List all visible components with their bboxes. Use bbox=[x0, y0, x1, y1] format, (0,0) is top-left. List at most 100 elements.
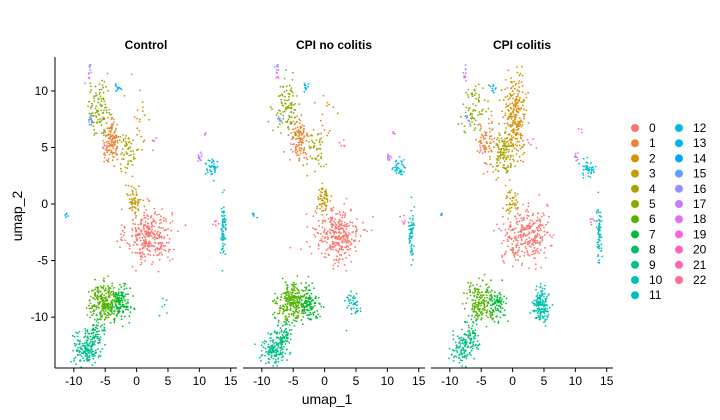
point bbox=[251, 212, 254, 215]
point bbox=[528, 267, 530, 270]
point bbox=[135, 191, 138, 193]
point bbox=[533, 304, 536, 307]
point bbox=[141, 256, 144, 259]
point bbox=[286, 99, 288, 102]
point bbox=[486, 311, 489, 313]
point bbox=[99, 350, 102, 353]
point bbox=[330, 248, 332, 251]
point bbox=[118, 139, 121, 142]
point bbox=[513, 159, 515, 162]
point bbox=[120, 153, 122, 156]
point bbox=[364, 229, 366, 231]
point bbox=[266, 352, 269, 355]
point bbox=[168, 248, 171, 251]
point bbox=[140, 135, 143, 138]
point bbox=[523, 251, 526, 254]
point bbox=[518, 144, 521, 147]
point bbox=[97, 348, 99, 350]
point bbox=[597, 241, 600, 244]
point bbox=[149, 216, 152, 219]
point bbox=[456, 335, 459, 338]
point bbox=[200, 155, 203, 158]
point bbox=[326, 241, 328, 244]
point bbox=[286, 332, 289, 334]
point bbox=[490, 279, 492, 282]
point bbox=[338, 222, 340, 225]
point bbox=[303, 125, 305, 128]
point bbox=[94, 298, 96, 301]
point bbox=[221, 229, 224, 232]
point bbox=[510, 95, 513, 97]
point bbox=[143, 244, 146, 247]
point bbox=[223, 218, 226, 221]
point bbox=[210, 161, 213, 164]
point bbox=[210, 173, 212, 176]
point bbox=[527, 253, 530, 256]
point bbox=[112, 292, 115, 295]
point bbox=[270, 345, 272, 347]
point bbox=[131, 251, 134, 254]
point bbox=[466, 94, 469, 96]
point bbox=[407, 221, 410, 224]
point bbox=[489, 155, 491, 158]
point bbox=[538, 241, 541, 244]
point bbox=[499, 310, 502, 312]
point bbox=[515, 244, 518, 247]
point bbox=[122, 134, 124, 136]
point bbox=[522, 203, 525, 206]
point bbox=[410, 221, 413, 224]
point bbox=[355, 228, 358, 231]
point bbox=[315, 157, 317, 160]
point bbox=[511, 249, 514, 252]
point bbox=[477, 123, 479, 126]
point bbox=[134, 251, 137, 254]
point bbox=[118, 310, 121, 312]
point bbox=[321, 124, 324, 127]
point bbox=[278, 312, 281, 315]
point bbox=[184, 224, 187, 227]
point bbox=[516, 131, 519, 134]
point bbox=[541, 316, 544, 319]
point bbox=[107, 275, 109, 277]
point bbox=[539, 244, 541, 246]
point bbox=[505, 195, 508, 198]
point bbox=[510, 113, 513, 115]
point bbox=[223, 189, 226, 192]
point bbox=[494, 88, 497, 90]
point bbox=[129, 146, 132, 149]
point bbox=[157, 253, 160, 256]
point bbox=[296, 126, 299, 129]
point bbox=[75, 343, 78, 346]
point bbox=[511, 229, 514, 232]
point bbox=[514, 165, 516, 168]
point bbox=[283, 77, 286, 80]
point bbox=[507, 245, 509, 248]
point bbox=[299, 119, 302, 122]
point bbox=[289, 304, 292, 306]
x-tick-label: -10 bbox=[65, 374, 83, 388]
point bbox=[500, 229, 502, 232]
point bbox=[512, 158, 514, 161]
point bbox=[401, 161, 403, 163]
point bbox=[118, 288, 120, 291]
point bbox=[411, 235, 414, 238]
point bbox=[304, 301, 306, 303]
point bbox=[88, 299, 91, 302]
point bbox=[590, 169, 593, 172]
point bbox=[138, 120, 141, 123]
point bbox=[478, 93, 480, 96]
point bbox=[319, 207, 321, 210]
point bbox=[300, 143, 303, 146]
point bbox=[286, 359, 289, 361]
legend-item: 14 bbox=[675, 151, 707, 165]
legend-item: 9 bbox=[631, 258, 656, 272]
point bbox=[90, 71, 93, 74]
point bbox=[311, 157, 313, 160]
point bbox=[327, 217, 330, 220]
point bbox=[491, 122, 493, 125]
point bbox=[520, 107, 523, 110]
point bbox=[316, 147, 318, 150]
point bbox=[148, 250, 151, 253]
point bbox=[477, 83, 480, 86]
point bbox=[347, 298, 350, 301]
